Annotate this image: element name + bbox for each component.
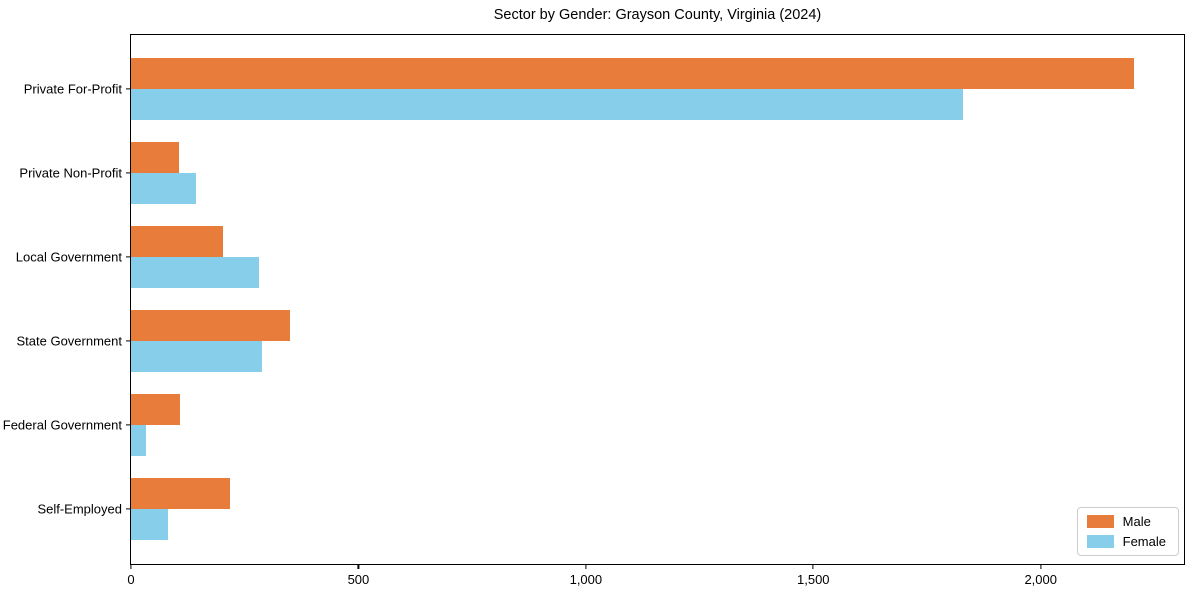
y-tick-private-for-profit (126, 88, 131, 90)
y-tick-state-government (126, 340, 131, 342)
bar-male-state-government (131, 310, 291, 341)
plot-area: Male Female Private For-Profit Private No… (3, 34, 1185, 587)
x-tick-1000 (585, 564, 587, 569)
x-label-500: 500 (347, 572, 370, 587)
legend: Male Female (1076, 507, 1179, 556)
bar-male-federal-government (131, 394, 181, 425)
y-label-self-employed: Self-Employed (37, 501, 122, 517)
bar-female-state-government (131, 341, 263, 372)
bar-female-private-for-profit (131, 89, 964, 120)
legend-item-female: Female (1086, 534, 1166, 549)
legend-label-male: Male (1122, 514, 1151, 529)
x-tick-0 (130, 564, 132, 569)
bar-male-private-non-profit (131, 142, 179, 173)
y-label-federal-government: Federal Government (2, 417, 122, 433)
male-color-swatch (1086, 515, 1114, 528)
y-tick-federal-government (126, 424, 131, 426)
bar-female-self-employed (131, 509, 169, 540)
y-tick-self-employed (126, 508, 131, 510)
bar-male-private-for-profit (131, 58, 1134, 89)
y-tick-private-non-profit (126, 172, 131, 174)
bar-female-federal-government (131, 425, 146, 456)
y-label-state-government: State Government (16, 333, 123, 349)
y-label-local-government: Local Government (15, 249, 122, 265)
bar-female-local-government (131, 257, 259, 288)
y-label-private-for-profit: Private For-Profit (23, 81, 122, 97)
x-label-1500: 1,500 (797, 572, 830, 587)
legend-item-male: Male (1086, 514, 1166, 529)
x-label-2000: 2,000 (1024, 572, 1057, 587)
chart-title: Sector by Gender: Grayson County, Virgin… (493, 7, 822, 23)
y-tick-local-government (126, 256, 131, 258)
x-tick-500 (357, 564, 360, 569)
y-label-private-non-profit: Private Non-Profit (19, 165, 122, 181)
x-tick-2000 (1040, 564, 1042, 569)
legend-label-female: Female (1122, 534, 1166, 549)
bar-male-self-employed (131, 478, 231, 509)
bar-female-private-non-profit (131, 173, 197, 204)
female-color-swatch (1086, 535, 1114, 548)
x-label-1000: 1,000 (569, 572, 603, 587)
bar-male-local-government (131, 226, 223, 257)
x-label-0: 0 (127, 572, 135, 587)
x-tick-1500 (812, 564, 814, 569)
